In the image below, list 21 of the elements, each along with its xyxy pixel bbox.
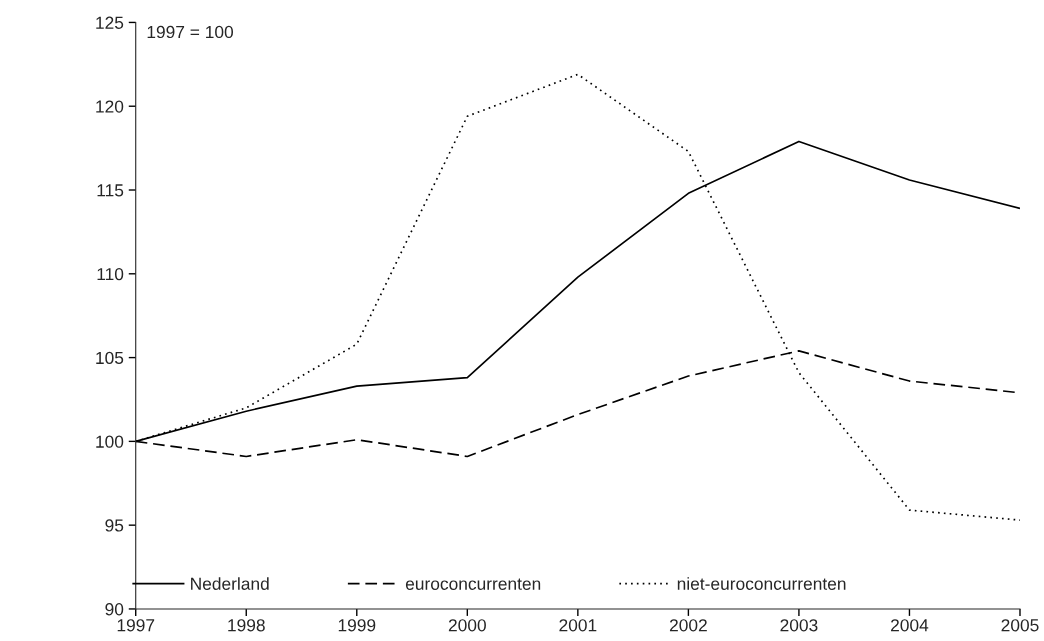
y-tick-label: 110 [97,267,124,281]
y-tick-label: 90 [105,603,124,616]
legend-label: niet-euroconcurrenten [677,577,846,590]
y-tick-label: 125 [96,16,124,29]
x-tick-label: 2002 [669,619,707,632]
legend-label: euroconcurrenten [405,578,541,590]
x-tick-label: 2005 [1001,619,1039,632]
y-tick-label: 115 [97,184,124,197]
y-tick-label: 95 [105,519,124,532]
x-tick-label: 1997 [117,619,155,632]
x-tick-label: 2001 [559,619,597,632]
x-tick-label: 2003 [780,619,818,632]
y-tick-label: 100 [96,435,124,448]
y-tick-label: 120 [96,100,124,113]
x-tick-label: 2004 [891,619,929,632]
annotation: 1997 = 100 [147,25,234,39]
x-tick-label: 1998 [228,619,265,632]
x-tick-label: 1999 [338,619,376,632]
x-tick-label: 2000 [448,619,486,632]
y-tick-label: 105 [96,351,124,365]
legend-label: Nederland [191,577,269,590]
